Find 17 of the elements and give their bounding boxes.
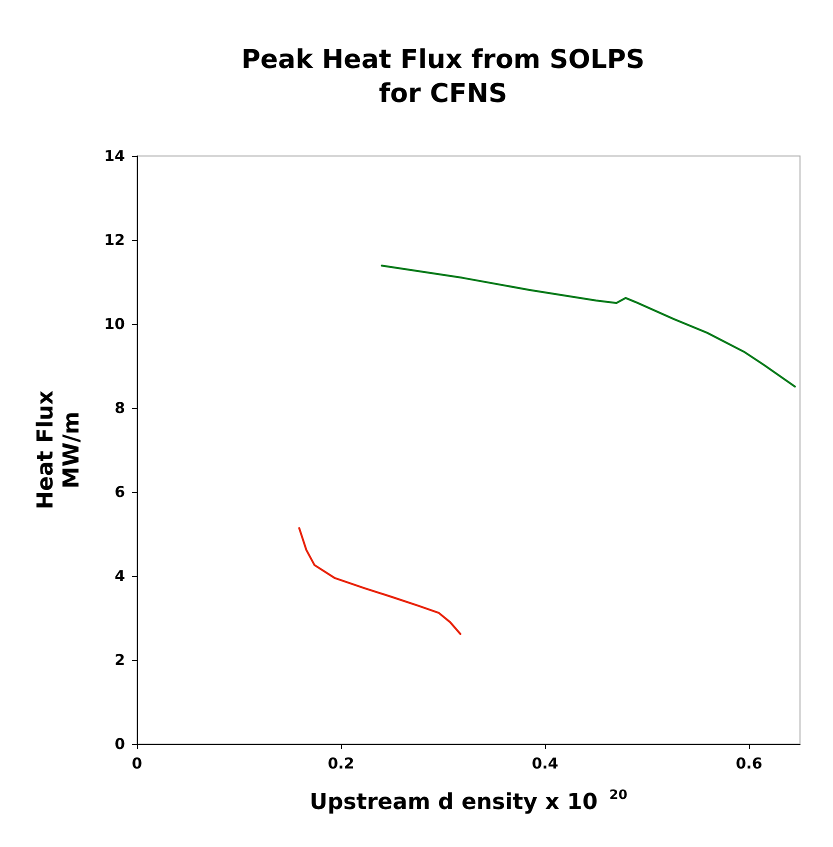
y-tick-label: 12 — [104, 231, 125, 249]
y-axis-title: Heat Flux MW/m — [34, 390, 84, 510]
y-tick-label: 4 — [114, 567, 125, 585]
y-tick-label: 8 — [114, 399, 125, 417]
line-series — [380, 264, 796, 388]
line-series — [298, 527, 462, 635]
x-tick-label: 0.2 — [328, 754, 354, 772]
x-tick-label: 0.6 — [736, 754, 762, 772]
chart-title: Peak Heat Flux from SOLPS for CFNS — [241, 45, 645, 109]
y-tick-label: 14 — [104, 147, 125, 165]
y-tick-label: 0 — [114, 735, 125, 753]
x-tick-label: 0 — [132, 754, 142, 772]
x-tick-label: 0.4 — [532, 754, 558, 772]
y-tick-label: 2 — [114, 651, 125, 669]
y-tick-label: 6 — [114, 483, 125, 501]
x-axis-title: Upstream d ensity x 10 20 — [310, 788, 628, 815]
y-tick-label: 10 — [104, 315, 125, 333]
